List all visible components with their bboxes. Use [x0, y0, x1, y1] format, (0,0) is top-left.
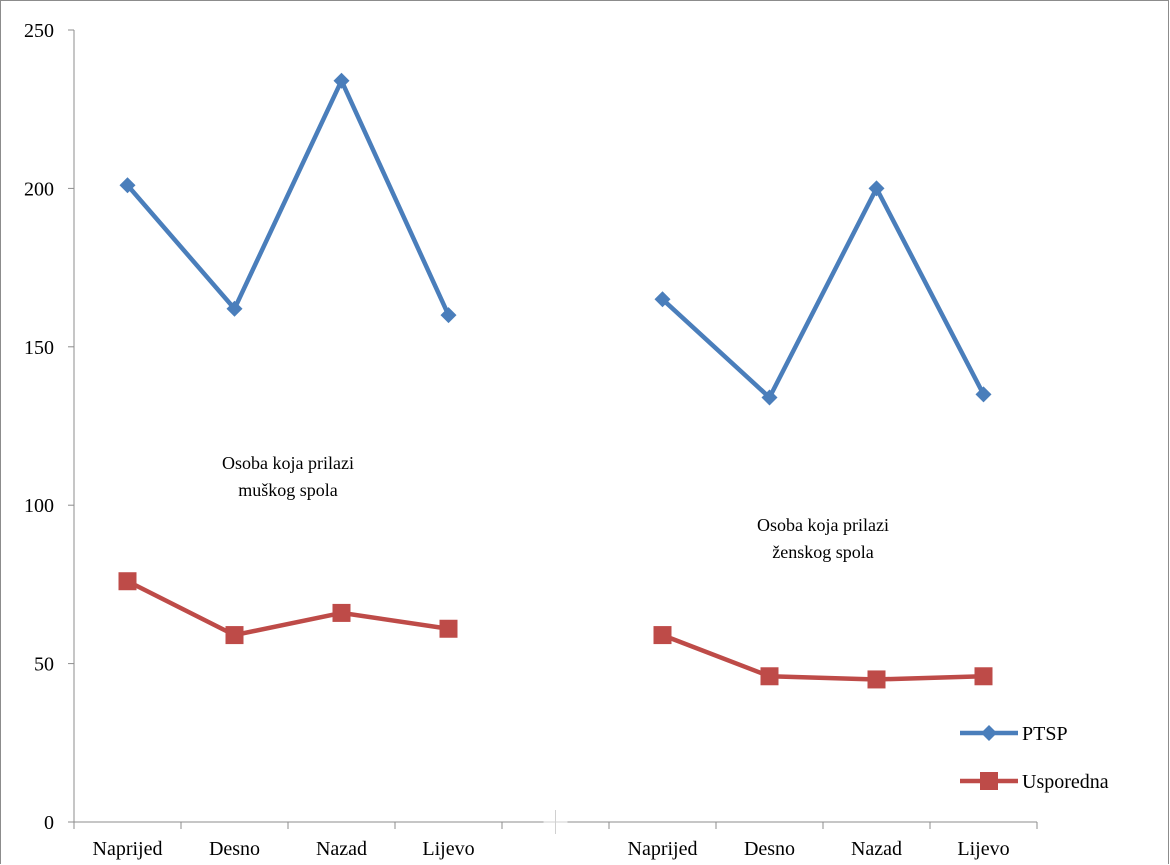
series-line-usporedna — [661, 632, 984, 682]
series-line-ptsp — [125, 78, 451, 317]
data-point-ptsp — [333, 72, 350, 89]
legend-label: Usporedna — [1022, 771, 1109, 793]
x-tick-label: Naprijed — [93, 838, 163, 860]
y-tick-label: 50 — [34, 654, 54, 676]
group-annotation: Osoba koja prilazi — [222, 453, 354, 473]
data-point-ptsp — [654, 291, 671, 308]
series-line-ptsp — [660, 186, 986, 400]
series-line-usporedna — [126, 579, 449, 638]
group-annotation: muškog spola — [238, 480, 338, 500]
x-tick-label: Lijevo — [422, 838, 474, 860]
group-annotation: ženskog spola — [772, 542, 873, 562]
legend-label: PTSP — [1022, 723, 1068, 745]
data-point-ptsp — [119, 177, 136, 194]
x-tick-label: Desno — [209, 838, 260, 860]
data-point-ptsp — [868, 180, 885, 197]
data-point-ptsp — [761, 389, 778, 406]
data-point-usporedna — [332, 603, 351, 622]
x-tick-label: Nazad — [316, 838, 367, 860]
legend-marker — [981, 725, 997, 741]
data-point-ptsp — [440, 307, 457, 324]
data-point-usporedna — [760, 667, 779, 686]
data-point-usporedna — [974, 667, 993, 686]
y-tick-label: 250 — [24, 20, 54, 42]
y-tick-label: 0 — [44, 812, 54, 834]
data-point-usporedna — [118, 572, 137, 591]
data-point-ptsp — [975, 386, 992, 403]
data-point-usporedna — [439, 619, 458, 638]
y-tick-label: 100 — [24, 495, 54, 517]
legend-marker — [980, 772, 998, 790]
y-tick-label: 150 — [24, 337, 54, 359]
data-point-ptsp — [226, 300, 243, 317]
data-point-usporedna — [653, 626, 672, 645]
x-tick-label: Nazad — [851, 838, 902, 860]
data-point-usporedna — [867, 670, 886, 689]
y-tick-label: 200 — [24, 178, 54, 200]
x-tick-label: Naprijed — [628, 838, 698, 860]
x-tick-label: Desno — [744, 838, 795, 860]
x-tick-label: Lijevo — [957, 838, 1009, 860]
data-point-usporedna — [225, 626, 244, 645]
group-annotation: Osoba koja prilazi — [757, 515, 889, 535]
